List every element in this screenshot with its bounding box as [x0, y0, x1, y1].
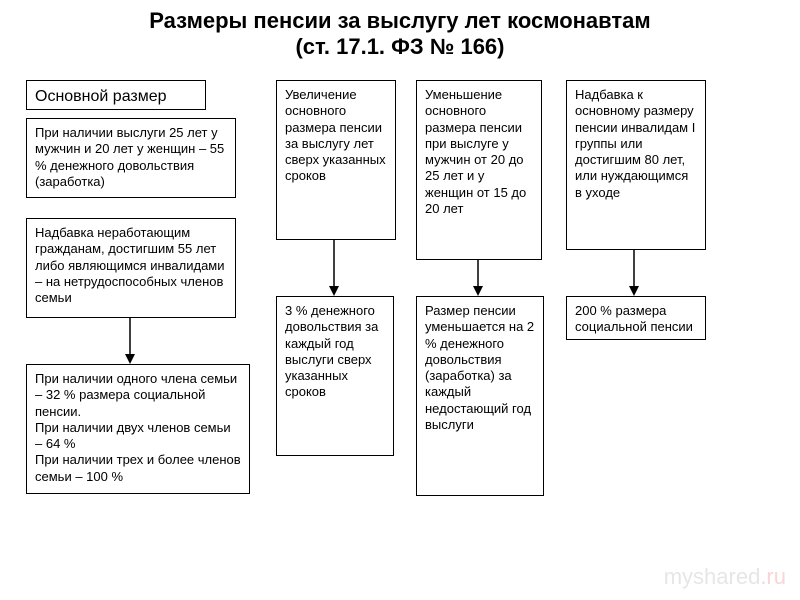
box-increase-header: Увеличение основного размера пенсии за в… [276, 80, 396, 240]
box-supplement-55: Надбавка неработающим гражданам, достигш… [26, 218, 236, 318]
title-line2: (ст. 17.1. ФЗ № 166) [60, 34, 740, 60]
box-basic-size: Основной размер [26, 80, 206, 110]
box-base-55pct: При наличии выслуги 25 лет у мужчин и 20… [26, 118, 236, 198]
watermark: myshared.ru [664, 564, 786, 590]
box-text: Основной размер [35, 88, 167, 105]
box-text: При наличии выслуги 25 лет у мужчин и 20… [35, 125, 224, 189]
box-text: Надбавка к основному размеру пенсии инва… [575, 87, 695, 200]
diagram-canvas: Размеры пенсии за выслугу лет космонавта… [0, 0, 800, 600]
box-decrease-2pct: Размер пенсии уменьшается на 2 % денежно… [416, 296, 544, 496]
title-line1: Размеры пенсии за выслугу лет космонавта… [60, 8, 740, 34]
box-text: Надбавка неработающим гражданам, достигш… [35, 225, 225, 305]
watermark-plain: myshared [664, 564, 761, 589]
page-title: Размеры пенсии за выслугу лет космонавта… [60, 8, 740, 60]
box-decrease-header: Уменьшение основного размера пенсии при … [416, 80, 542, 260]
box-text: 200 % размера социальной пенсии [575, 303, 693, 334]
box-increase-3pct: 3 % денежного довольствия за каждый год … [276, 296, 394, 456]
box-200pct: 200 % размера социальной пенсии [566, 296, 706, 340]
box-text: 3 % денежного довольствия за каждый год … [285, 303, 378, 399]
box-disabled-80: Надбавка к основному размеру пенсии инва… [566, 80, 706, 250]
box-text: Размер пенсии уменьшается на 2 % денежно… [425, 303, 534, 432]
box-text: Увеличение основного размера пенсии за в… [285, 87, 386, 183]
box-text: При наличии одного члена семьи – 32 % ра… [35, 371, 241, 484]
box-text: Уменьшение основного размера пенсии при … [425, 87, 526, 216]
watermark-accent: .ru [760, 564, 786, 589]
box-family-members: При наличии одного члена семьи – 32 % ра… [26, 364, 250, 494]
